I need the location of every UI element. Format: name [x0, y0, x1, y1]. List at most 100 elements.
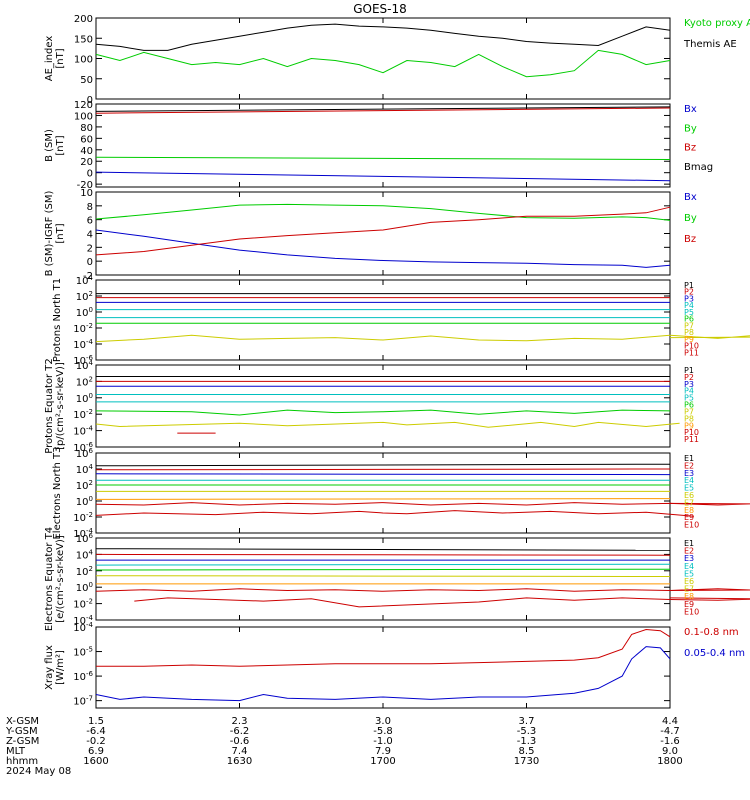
legend-entry: P7: [684, 321, 694, 330]
legend-entry: E2: [684, 547, 694, 556]
y-tick-label: 4: [87, 230, 93, 241]
legend-entry: Bmag: [684, 162, 713, 173]
series-line-e8: [95, 502, 750, 506]
legend-entry: By: [684, 123, 697, 134]
y-tick-label: 0: [87, 169, 93, 180]
legend-entry: P11: [684, 435, 699, 444]
series-line-e9: [95, 510, 694, 517]
y-axis-label: Protons Equator T2[p/(cm²-s-sr-keV)]: [44, 358, 66, 454]
legend-entry: P9: [684, 335, 694, 344]
x-tick-value: -5.8: [373, 726, 393, 737]
y-tick-label: 10-2: [73, 511, 93, 524]
legend-entry: Bx: [684, 192, 697, 203]
legend-entry: E8: [684, 506, 694, 515]
legend-entry: E1: [684, 454, 694, 463]
series-line-bz: [95, 107, 671, 114]
series-line-e9: [134, 597, 750, 608]
legend-entry: E8: [684, 592, 694, 601]
legend-entry: P5: [684, 308, 694, 317]
legend-entry: Bz: [684, 234, 696, 245]
y-axis-label: Protons North T1: [52, 278, 63, 362]
legend-entry: P3: [684, 294, 694, 303]
y-axis-label: B (SM)[nT]: [44, 129, 66, 162]
y-axis-label: AE_index[nT]: [44, 36, 66, 82]
legend-entry: Bx: [684, 104, 697, 115]
legend-entry: E7: [684, 585, 694, 594]
y-tick-label: 10-4: [73, 425, 93, 438]
legend-entry: Bz: [684, 143, 696, 154]
series-line-e4: [95, 563, 671, 566]
legend-entry: P4: [684, 301, 694, 310]
series-line-p7: [95, 421, 680, 428]
x-tick-value: 9.0: [662, 746, 678, 757]
legend-entry: Kyoto proxy AE: [684, 18, 750, 29]
y-tick-label: -20: [77, 180, 93, 191]
panel-5: 104 102 100 10-2 10-4 10-6 Protons Equator T2[…: [44, 358, 699, 454]
y-tick-label: 102: [76, 375, 93, 388]
series-line-bz: [95, 206, 671, 256]
y-tick-label: 102: [76, 565, 93, 578]
legend-entry: E1: [684, 539, 694, 548]
x-tick-value: -1.0: [373, 736, 393, 747]
x-tick-value: -6.4: [86, 726, 106, 737]
panel-frame: [95, 626, 671, 709]
series-line-by: [95, 203, 671, 221]
legend-entry: E4: [684, 562, 694, 571]
legend-entry: E6: [684, 491, 694, 500]
legend-entry: E10: [684, 521, 699, 530]
y-tick-label: 104: [76, 463, 94, 476]
x-tick-value: -1.3: [517, 736, 537, 747]
x-axis-table: X-GSM 1.5 2.3 3.0 3.7 4.4 Y-GSM -6.4 -6.2 -5.8 -5.…: [5, 716, 683, 777]
x-tick-value: 2.3: [232, 716, 248, 727]
legend-entry: E7: [684, 498, 694, 507]
legend-entry: P10: [684, 428, 699, 437]
y-tick-label: 100: [76, 306, 93, 319]
x-tick-value: 1730: [514, 756, 539, 767]
x-tick-value: 6.9: [88, 746, 104, 757]
legend-entry: 0.05-0.4 nm: [684, 648, 745, 659]
y-tick-label: 8: [87, 202, 93, 213]
legend-entry: P4: [684, 387, 694, 396]
series-line-e1: [95, 548, 671, 551]
series-line-e2: [95, 553, 671, 556]
legend-entry: E6: [684, 577, 694, 586]
legend-entry: P11: [684, 348, 699, 357]
y-tick-label: 10-6: [73, 441, 93, 454]
y-axis-label: Xray flux[W/m²]: [44, 645, 66, 690]
x-row-label: X-GSM: [6, 716, 39, 727]
x-tick-value: 1.5: [88, 716, 104, 727]
x-tick-value: -6.2: [230, 726, 250, 737]
legend-entry: P7: [684, 407, 694, 416]
x-tick-value: 8.5: [519, 746, 535, 757]
y-tick-label: 10-4: [73, 527, 93, 540]
legend-entry: P3: [684, 380, 694, 389]
x-row-label: Z-GSM: [6, 736, 39, 747]
y-tick-label: 0: [87, 257, 93, 268]
legend-entry: P5: [684, 394, 694, 403]
y-tick-label: 10-6: [73, 354, 93, 367]
legend-entry: E3: [684, 469, 694, 478]
legend-entry: P9: [684, 421, 694, 430]
y-tick-label: 104: [76, 359, 94, 372]
y-tick-label: 60: [80, 134, 93, 145]
legend-entry: P1: [684, 281, 694, 290]
y-tick-label: 200: [74, 14, 93, 25]
y-tick-label: 100: [74, 111, 93, 122]
y-tick-label: 20: [80, 157, 93, 168]
legend-entry: P2: [684, 288, 694, 297]
legend-entry: P6: [684, 315, 694, 324]
y-tick-label: 10-4: [73, 621, 93, 634]
legend-entry: P2: [684, 373, 694, 382]
x-tick-value: 7.9: [375, 746, 391, 757]
series-line-e6: [95, 575, 671, 577]
series-line-0-1-0-8-nm: [96, 628, 671, 667]
x-tick-value: 4.4: [662, 716, 678, 727]
series-line-e5: [95, 568, 671, 571]
y-tick-label: 106: [76, 532, 94, 545]
legend-entry: P8: [684, 328, 694, 337]
series-line-p7: [95, 334, 750, 343]
series-line-themis-ae: [95, 23, 671, 51]
series-line-bx: [95, 171, 671, 182]
x-tick-value: -1.6: [660, 736, 680, 747]
